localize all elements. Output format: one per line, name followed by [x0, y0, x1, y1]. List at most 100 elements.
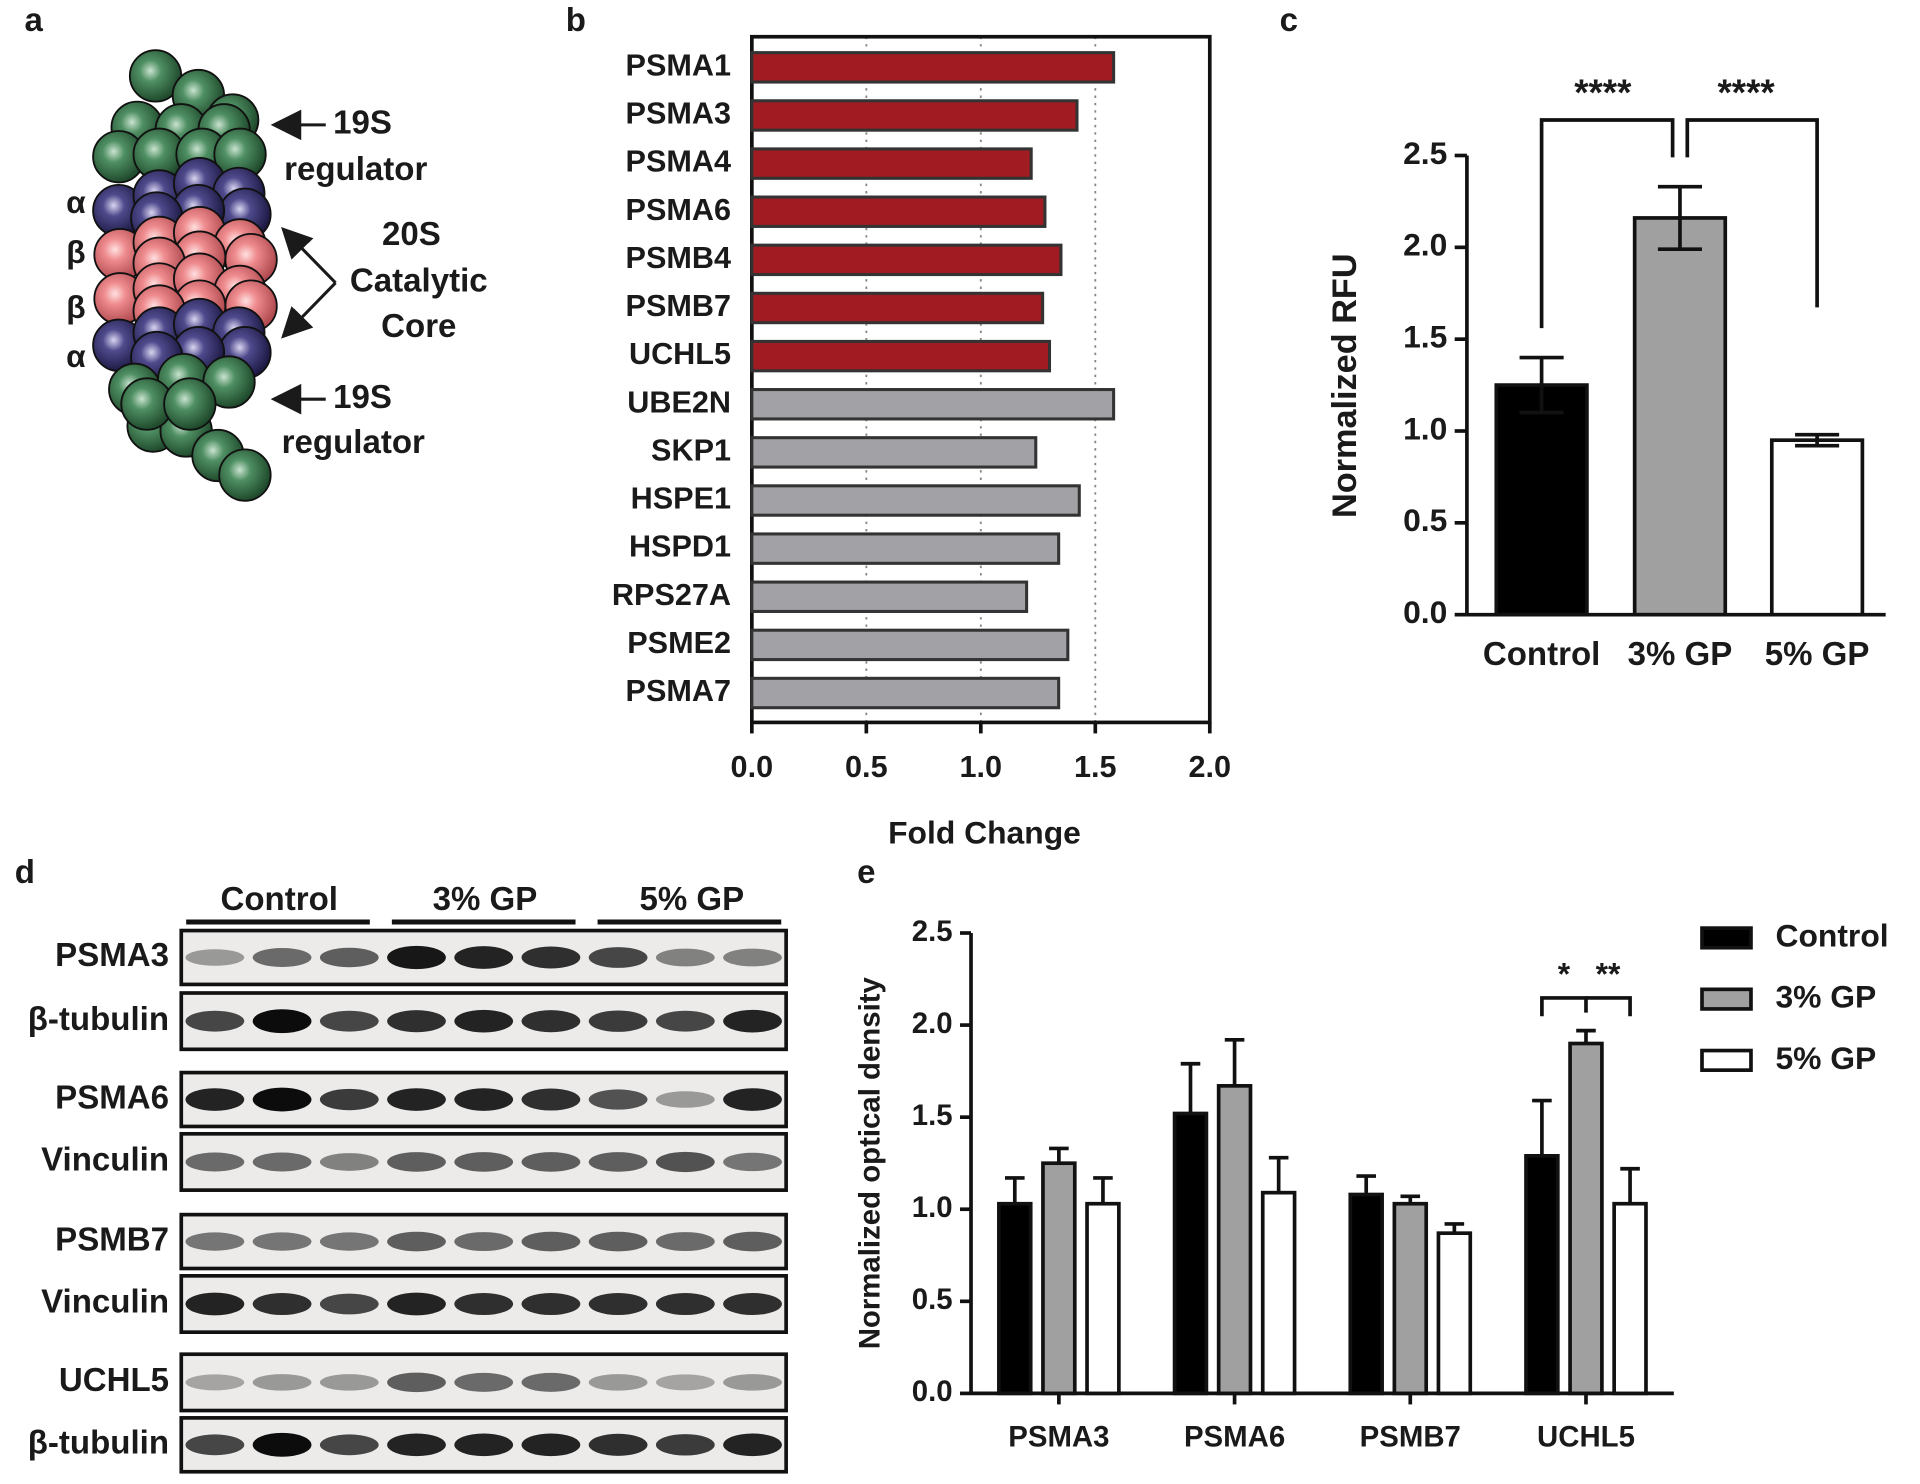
error-bar: [1532, 1098, 1552, 1156]
blot-band: [319, 1010, 379, 1032]
bar: [1524, 1153, 1560, 1396]
group-label: 3% GP: [433, 881, 538, 918]
blot-band: [454, 946, 514, 969]
bar: [1632, 216, 1728, 617]
blot-band: [319, 1374, 379, 1391]
legend-swatch: [1700, 1048, 1753, 1072]
blot-band: [521, 1292, 581, 1316]
bar: [750, 147, 1033, 180]
blot-band: [521, 1088, 581, 1111]
bar: [750, 388, 1116, 421]
y-tick-label: 2.5: [912, 915, 953, 948]
blot-band: [723, 1088, 782, 1111]
bar: [1769, 438, 1865, 617]
proteasome-drawing: [92, 49, 278, 502]
blot-band: [454, 1372, 514, 1392]
error-bar: [1004, 1176, 1025, 1204]
row-label: PSMA6: [55, 1079, 169, 1116]
y-tick-label: 0.5: [1403, 502, 1447, 538]
arrow: [281, 227, 337, 284]
panel-label: e: [857, 854, 875, 891]
blot-band: [655, 1232, 715, 1252]
row-label: PSMB7: [55, 1221, 169, 1258]
ring-label: α: [66, 338, 86, 374]
blot-band: [655, 1010, 715, 1032]
blot-band: [454, 1088, 514, 1111]
blot-band: [588, 1374, 648, 1391]
x-tick-label: 0.5: [845, 750, 888, 784]
blot-band: [387, 1372, 446, 1393]
significance: ****: [1574, 72, 1632, 113]
blot-band: [185, 949, 245, 966]
subunit: [218, 448, 272, 502]
plot-frame: [750, 34, 1212, 725]
significance-bracket: [1539, 118, 1675, 329]
error-bar: [1444, 1222, 1465, 1234]
significance: ****: [1717, 72, 1775, 113]
error-bar: [1180, 1061, 1201, 1114]
blot-band: [252, 1009, 312, 1034]
subunit: [163, 377, 217, 431]
y-tick-label: UBE2N: [627, 385, 731, 419]
blot-band: [723, 1009, 782, 1033]
blot-band: [723, 1231, 782, 1252]
blot-band: [588, 1010, 648, 1032]
bar: [750, 580, 1029, 613]
row-label: Vinculin: [41, 1284, 169, 1321]
y-tick-label: 0.5: [912, 1283, 953, 1316]
x-tick-label: 2.0: [1189, 750, 1232, 784]
blot-band: [655, 1091, 715, 1108]
x-tick-label: PSMA3: [1008, 1420, 1109, 1453]
blot-band: [723, 1152, 782, 1172]
y-tick-label: PSMA7: [626, 674, 731, 708]
x-tick-label: 5% GP: [1765, 636, 1870, 673]
y-tick-label: 2.0: [1403, 227, 1447, 263]
blot-band: [723, 1292, 782, 1316]
blot-band: [454, 1433, 514, 1457]
x-tick-label: Control: [1483, 636, 1600, 673]
blot-band: [521, 1231, 581, 1252]
blot-band: [588, 947, 648, 968]
error-bar: [1049, 1146, 1069, 1164]
error-bar: [1356, 1174, 1376, 1195]
blot-band: [723, 1374, 782, 1391]
y-tick-label: HSPE1: [631, 482, 731, 516]
bar: [750, 436, 1038, 469]
blot-band: [588, 1292, 648, 1316]
blot-band: [252, 1432, 312, 1457]
x-tick-label: 1.0: [960, 750, 1003, 784]
blot-band: [588, 1433, 648, 1456]
y-tick-label: 2.0: [912, 1007, 953, 1040]
blot-band: [521, 946, 581, 969]
blot-band: [319, 1293, 379, 1315]
blot-band: [252, 1374, 312, 1391]
significance-bracket: [1540, 996, 1588, 1017]
bar: [750, 628, 1070, 662]
significance-bracket: [1585, 996, 1632, 1017]
label: Catalytic: [350, 263, 488, 300]
bar: [750, 51, 1116, 84]
blot-band: [655, 1292, 715, 1316]
y-tick-label: 0.0: [912, 1375, 953, 1408]
y-tick-label: 1.5: [1403, 319, 1447, 355]
legend-label: 3% GP: [1775, 979, 1876, 1015]
significance-bracket: [1685, 118, 1819, 308]
x-tick-label: 1.5: [1074, 750, 1117, 784]
error-bar: [1093, 1176, 1113, 1204]
blot-band: [252, 1292, 312, 1316]
y-tick-label: RPS27A: [612, 578, 731, 612]
error-bar: [1519, 355, 1564, 415]
blot-band: [185, 1374, 245, 1391]
blot-band: [521, 1152, 581, 1172]
bar: [1612, 1201, 1648, 1396]
blot-band: [185, 1152, 245, 1172]
label: Core: [381, 308, 456, 345]
blot-band: [387, 1433, 446, 1457]
y-tick-label: PSMA4: [626, 145, 731, 179]
blot-band: [454, 1009, 514, 1033]
blot-band: [387, 1231, 446, 1252]
ring-label: β: [66, 289, 85, 325]
blot-band: [655, 948, 715, 967]
group-label: Control: [220, 881, 337, 918]
